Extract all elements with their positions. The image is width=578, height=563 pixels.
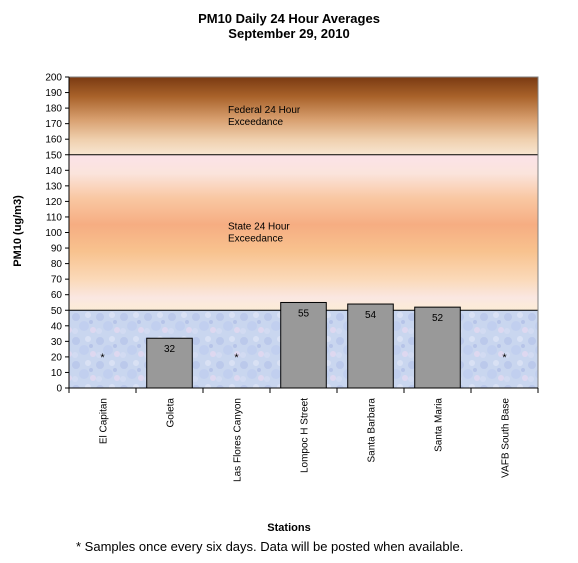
missing-data-marker: *	[100, 352, 105, 364]
missing-data-marker: *	[234, 352, 239, 364]
federal-exceedance-band	[69, 77, 538, 155]
y-tick-label: 40	[51, 321, 63, 332]
y-tick-label: 200	[45, 73, 62, 84]
y-tick-label: 60	[51, 290, 63, 301]
y-tick-label: 160	[45, 135, 62, 146]
bar-value-label: 32	[164, 344, 176, 355]
x-tick-label: Las Flores Canyon	[233, 398, 244, 482]
y-tick-label: 170	[45, 119, 62, 130]
bar	[280, 301, 327, 389]
x-tick-label: Lompoc H Street	[300, 398, 311, 473]
missing-data-marker: *	[502, 352, 507, 364]
y-tick-label: 100	[45, 228, 62, 239]
y-tick-label: 180	[45, 104, 62, 115]
bar-value-label: 52	[432, 313, 444, 324]
y-tick-label: 130	[45, 181, 62, 192]
y-tick-label: 20	[51, 352, 63, 363]
state-exceedance-band	[69, 154, 538, 311]
y-tick-label: 140	[45, 166, 62, 177]
y-tick-label: 120	[45, 197, 62, 208]
y-tick-label: 10	[51, 368, 63, 379]
x-tick-label: Santa Barbara	[367, 398, 378, 463]
bar	[347, 303, 394, 389]
x-tick-label: Santa Maria	[434, 398, 445, 452]
y-tick-label: 80	[51, 259, 63, 270]
bar	[146, 337, 193, 389]
y-tick-label: 0	[56, 384, 62, 395]
y-tick-label: 50	[51, 306, 63, 317]
chart-subtitle: September 29, 2010	[228, 26, 350, 41]
x-tick-label: VAFB South Base	[501, 398, 512, 478]
y-tick-label: 110	[46, 212, 62, 223]
x-tick-label: Goleta	[166, 398, 177, 428]
y-tick-label: 150	[45, 150, 62, 161]
footnote: * Samples once every six days. Data will…	[76, 539, 464, 554]
y-tick-label: 70	[51, 275, 63, 286]
state-exceedance-label-line1: State 24 Hour	[228, 222, 290, 233]
federal-exceedance-label-line1: Federal 24 Hour	[228, 105, 301, 116]
x-tick-label: El Capitan	[99, 398, 110, 444]
y-tick-label: 190	[45, 88, 62, 99]
state-exceedance-label-line2: Exceedance	[228, 234, 283, 245]
y-tick-label: 30	[51, 337, 63, 348]
chart-title: PM10 Daily 24 Hour Averages	[198, 11, 380, 26]
bar	[414, 306, 461, 389]
y-tick-label: 90	[51, 244, 63, 255]
bar-value-label: 55	[298, 308, 310, 319]
x-axis-label: Stations	[267, 522, 311, 534]
bar-value-label: 54	[365, 310, 377, 321]
federal-exceedance-label-line2: Exceedance	[228, 117, 283, 128]
